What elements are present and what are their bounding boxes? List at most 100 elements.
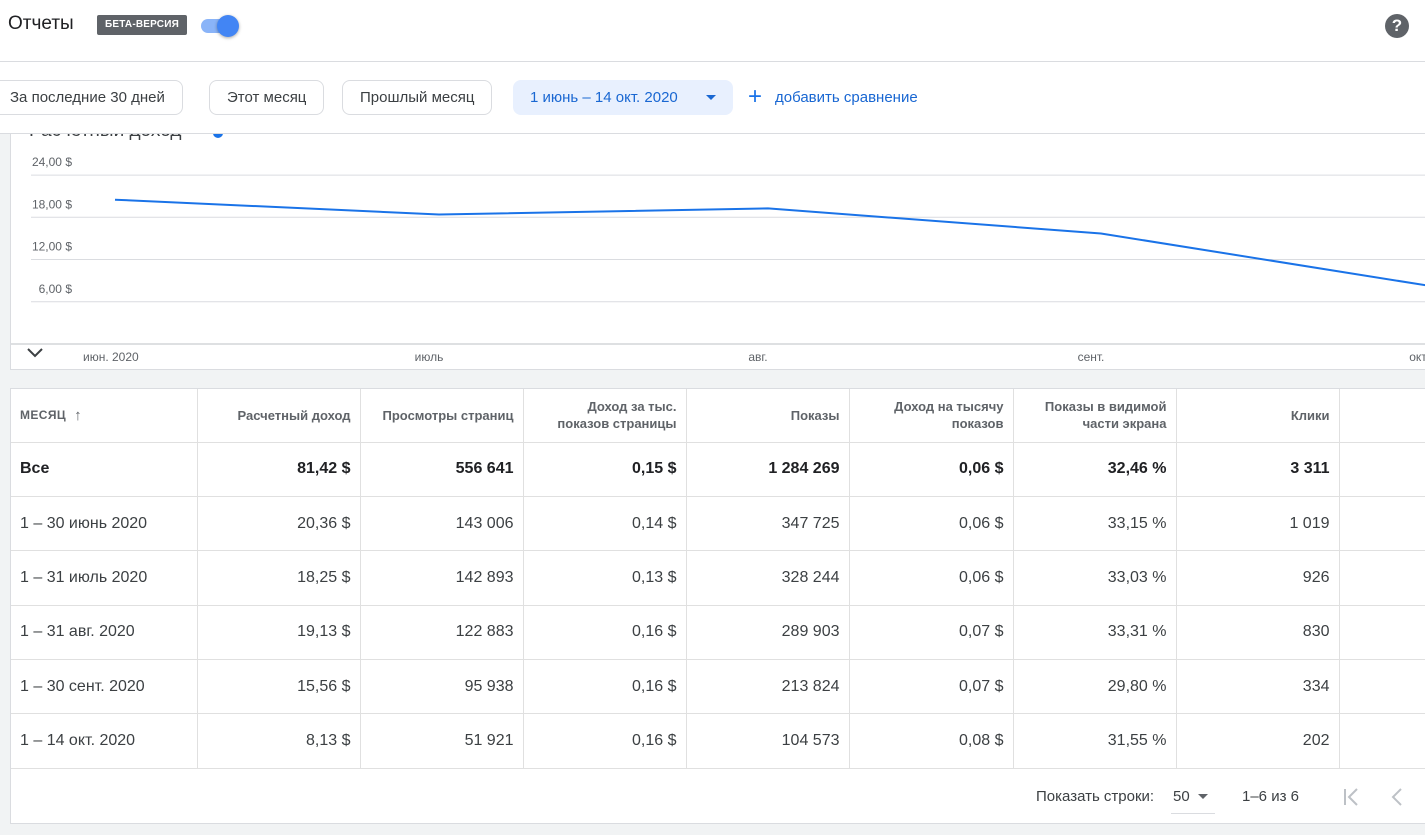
table-row[interactable]: 1 – 31 авг. 2020 19,13 $122 883 0,16 $289 … xyxy=(11,605,1425,661)
row-label-cell: Все xyxy=(11,442,198,497)
column-header-pageviews[interactable]: Просмотры страниц xyxy=(360,389,524,443)
metric-cell: 142 893 xyxy=(360,550,524,606)
metric-cell: 19,13 $ xyxy=(197,605,361,661)
revenue-line-chart: 24,00 $ 18,00 $ 12,00 $ 6,00 $ июн. 2020 июль… xyxy=(11,155,1425,364)
metric-cell: 0,14 $ xyxy=(523,496,687,552)
page-title: Отчеты xyxy=(8,13,74,34)
metric-cell: 18,25 $ xyxy=(197,550,361,606)
row-label-cell: 1 – 31 июль 2020 xyxy=(11,550,198,606)
metric-cell: 29,80 % xyxy=(1013,659,1177,715)
top-header: Отчеты БЕТА-ВЕРСИЯ ? xyxy=(0,0,1425,62)
rows-per-page-select[interactable]: 50 xyxy=(1171,780,1215,814)
metric-cell: 830 xyxy=(1176,605,1340,661)
column-header-impression-rpm[interactable]: Доход на тысячу показов xyxy=(849,389,1014,443)
metric-cell xyxy=(1339,442,1425,497)
date-filter-bar: За последние 30 дней Этот месяц Прошлый … xyxy=(0,62,1425,134)
info-icon[interactable] xyxy=(213,134,223,138)
metric-cell: 15,56 $ xyxy=(197,659,361,715)
metric-cell: 0,15 $ xyxy=(523,442,687,497)
pagination-range: 1–6 из 6 xyxy=(1242,788,1299,805)
help-icon[interactable]: ? xyxy=(1385,14,1409,38)
x-tick-label: сент. xyxy=(1078,350,1105,364)
chevron-down-icon[interactable] xyxy=(25,346,45,360)
metric-cell: 122 883 xyxy=(360,605,524,661)
metric-cell: 20,36 $ xyxy=(197,496,361,552)
add-comparison-label: добавить сравнение xyxy=(775,89,918,106)
x-tick-label: окт. xyxy=(1409,350,1425,364)
metric-cell xyxy=(1339,659,1425,715)
column-header-page-rpm[interactable]: Доход за тыс. показов страницы xyxy=(523,389,687,443)
column-header-impressions[interactable]: Показы xyxy=(686,389,850,443)
metric-cell: 0,06 $ xyxy=(849,496,1014,552)
row-label-cell: 1 – 30 сент. 2020 xyxy=(11,659,198,715)
first-page-icon[interactable] xyxy=(1339,784,1365,810)
metric-cell: 33,15 % xyxy=(1013,496,1177,552)
metric-cell: 31,55 % xyxy=(1013,713,1177,769)
table-row[interactable]: 1 – 31 июль 2020 18,25 $142 893 0,13 $328 … xyxy=(11,550,1425,606)
metric-cell: 1 284 269 xyxy=(686,442,850,497)
column-header-clicks[interactable]: Клики xyxy=(1176,389,1340,443)
arrow-upward-icon: ↑ xyxy=(74,406,82,424)
row-label-cell: 1 – 31 авг. 2020 xyxy=(11,605,198,661)
metric-cell: 3 311 xyxy=(1176,442,1340,497)
y-tick-label: 6,00 $ xyxy=(39,282,73,296)
filter-this-month[interactable]: Этот месяц xyxy=(209,80,325,115)
metric-cell: 8,13 $ xyxy=(197,713,361,769)
plus-icon: + xyxy=(748,83,763,110)
metric-cell: 0,07 $ xyxy=(849,605,1014,661)
metric-cell: 143 006 xyxy=(360,496,524,552)
metric-cell: 104 573 xyxy=(686,713,850,769)
report-table: МЕСЯЦ ↑ Расчетный доход Просмотры страниц… xyxy=(11,389,1425,769)
metric-cell: 0,06 $ xyxy=(849,442,1014,497)
table-header-row: МЕСЯЦ ↑ Расчетный доход Просмотры страниц… xyxy=(11,389,1425,443)
metric-cell xyxy=(1339,605,1425,661)
column-header-viewability[interactable]: Показы в видимой части экрана xyxy=(1013,389,1177,443)
filter-last-30-days[interactable]: За последние 30 дней xyxy=(0,80,183,115)
x-tick-label: июль xyxy=(415,350,444,364)
column-header-month[interactable]: МЕСЯЦ ↑ xyxy=(11,389,198,443)
table-row[interactable]: 1 – 30 июнь 2020 20,36 $143 006 0,14 $347 … xyxy=(11,496,1425,552)
metric-cell: 0,07 $ xyxy=(849,659,1014,715)
metric-cell: 0,08 $ xyxy=(849,713,1014,769)
table-row[interactable]: 1 – 14 окт. 2020 8,13 $51 921 0,16 $104 57… xyxy=(11,713,1425,769)
metric-cell: 81,42 $ xyxy=(197,442,361,497)
metric-cell: 334 xyxy=(1176,659,1340,715)
metric-cell: 0,16 $ xyxy=(523,659,687,715)
column-header-partial[interactable]: Об xyxy=(1339,389,1425,443)
metric-cell: 202 xyxy=(1176,713,1340,769)
chevron-left-icon[interactable] xyxy=(1384,784,1410,810)
metric-cell: 347 725 xyxy=(686,496,850,552)
metric-cell: 0,16 $ xyxy=(523,605,687,661)
metric-cell xyxy=(1339,496,1425,552)
revenue-series-line[interactable] xyxy=(114,198,1425,287)
metric-cell: 33,03 % xyxy=(1013,550,1177,606)
toggle-thumb xyxy=(217,15,239,37)
dropdown-arrow-icon xyxy=(1198,794,1208,799)
metric-cell: 213 824 xyxy=(686,659,850,715)
metric-cell: 289 903 xyxy=(686,605,850,661)
date-range-picker[interactable]: 1 июнь – 14 окт. 2020 xyxy=(513,80,733,115)
column-header-revenue[interactable]: Расчетный доход xyxy=(197,389,361,443)
metric-cell: 1 019 xyxy=(1176,496,1340,552)
beta-toggle[interactable] xyxy=(199,14,241,38)
y-tick-label: 18,00 $ xyxy=(32,197,72,211)
beta-badge: БЕТА-ВЕРСИЯ xyxy=(97,15,187,35)
metric-cell: 33,31 % xyxy=(1013,605,1177,661)
filter-last-month[interactable]: Прошлый месяц xyxy=(342,80,493,115)
metric-cell: 328 244 xyxy=(686,550,850,606)
y-tick-label: 24,00 $ xyxy=(32,155,72,169)
metric-cell xyxy=(1339,550,1425,606)
table-row[interactable]: 1 – 30 сент. 2020 15,56 $95 938 0,16 $213 … xyxy=(11,659,1425,715)
metric-cell: 51 921 xyxy=(360,713,524,769)
report-table-card: МЕСЯЦ ↑ Расчетный доход Просмотры страниц… xyxy=(10,388,1425,824)
pagination-bar: Показать строки: 50 1–6 из 6 xyxy=(11,770,1425,823)
row-label-cell: 1 – 14 окт. 2020 xyxy=(11,713,198,769)
metric-cell: 0,06 $ xyxy=(849,550,1014,606)
date-range-label: 1 июнь – 14 окт. 2020 xyxy=(530,89,678,106)
metric-cell: 0,13 $ xyxy=(523,550,687,606)
metric-cell: 926 xyxy=(1176,550,1340,606)
table-total-row[interactable]: Все 81,42 $556 641 0,15 $1 284 269 0,06 $32… xyxy=(11,442,1425,497)
chart-title: Расчетный доход xyxy=(29,134,181,142)
rows-per-page-value: 50 xyxy=(1173,788,1190,805)
